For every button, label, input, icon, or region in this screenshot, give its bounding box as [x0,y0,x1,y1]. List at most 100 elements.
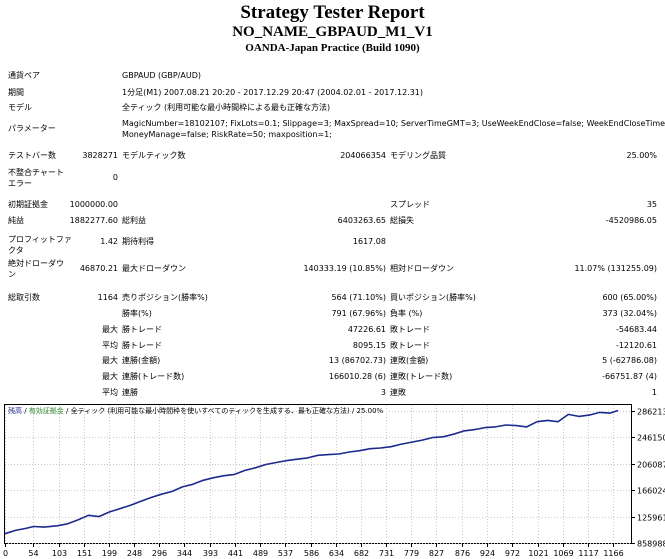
loss-pct-label: 負率 (%) [390,309,423,318]
short-positions-label: 売りポジション(勝率%) [122,293,208,302]
deposit-label: 初期証拠金 [8,200,48,209]
model-value: 全ティック (利用可能な最小時間枠による最も正確な方法) [122,103,331,112]
abs-drawdown-label-2: ン [8,270,16,279]
avg-win-value: 8095.15 [352,341,386,350]
symbol-value: GBPAUD (GBP/AUD) [122,71,201,80]
consec-lossamt-value: -66751.87 (4) [602,372,657,381]
balance-chart: 2862138 2461508 2060878 1660248 1259618 85898… [3,404,665,558]
largest-loss-label: 敗トレード [390,325,430,334]
avg-consec-wins-value: 3 [380,388,386,397]
x-tick-label: 0 [3,549,8,558]
x-tick-label: 924 [480,549,495,558]
rel-drawdown-label: 相対ドローダウン [390,264,454,273]
chart-series [4,409,619,535]
x-tick-label: 634 [329,549,344,558]
long-positions-value: 600 (65.00%) [602,293,657,302]
spread-label: スプレッド [390,200,430,209]
max-consec-label-2: 最大 [102,372,118,381]
period-value: 1分足(M1) 2007.08.21 20:20 - 2017.12.29 20… [122,88,424,97]
profit-factor-value: 1.42 [100,237,118,246]
gross-profit-label: 総利益 [122,216,146,225]
x-tick-label: 537 [278,549,293,558]
params-line-1: MagicNumber=18102107; FixLots=0.1; Slipp… [122,119,665,128]
gross-loss-value: -4520986.05 [605,216,657,225]
ticks-value: 204066354 [340,151,386,160]
max-consec-label-1: 最大 [102,356,118,365]
x-tick-label: 1166 [603,549,623,558]
bars-label: テストバー数 [8,151,56,160]
max-drawdown-value: 140333.19 (10.85%) [303,264,386,273]
expected-payoff-value: 1617.08 [352,237,386,246]
average-label: 平均 [102,341,118,350]
net-profit-value: 1882277.60 [69,216,118,225]
profit-factor-label-2: クタ [8,246,24,255]
chart-grid [5,405,631,544]
x-tick-label: 199 [102,549,117,558]
consec-loss-money-value: 5 (-62786.08) [602,356,657,365]
spread-value: 35 [646,200,657,209]
x-tick-label: 731 [379,549,394,558]
y-tick-label: 1660248 [637,487,665,496]
period-label: 期間 [8,88,24,97]
avg-consec-wins-label: 連勝 [122,388,138,397]
legend-quality: 25.00% [357,407,384,415]
mismatch-label-2: エラー [8,179,32,188]
total-trades-value: 1164 [97,293,118,302]
bars-value: 3828271 [82,151,118,160]
long-positions-label: 買いポジション(勝率%) [390,293,476,302]
chart-frame [4,404,632,544]
abs-drawdown-value: 46870.21 [79,264,118,273]
avg-loss-value: -12120.61 [615,341,657,350]
server-name: OANDA-Japan Practice (Build 1090) [245,42,420,54]
params-line-2: MoneyManage=false; RiskRate=50; maxposit… [122,130,332,139]
avg-consec-label: 平均 [102,388,118,397]
mismatch-value: 0 [112,173,118,182]
net-profit-label: 純益 [8,216,24,225]
x-tick-label: 248 [127,549,142,558]
y-tick-label: 1259618 [637,514,665,523]
report-subtitle: NO_NAME_GBPAUD_M1_V1 [232,24,433,40]
report-title: Strategy Tester Report [240,2,425,23]
y-tick-label: 2461508 [637,434,665,443]
gross-loss-label: 総損失 [390,216,414,225]
consec-wins-money-label: 連勝(金額) [122,356,161,365]
y-axis: 2862138 2461508 2060878 1660248 1259618 85898… [631,408,665,549]
expected-payoff-label: 期待利得 [122,237,154,246]
quality-value: 25.00% [626,151,657,160]
x-tick-label: 54 [28,549,38,558]
consec-wins-money-value: 13 (86702.73) [328,356,386,365]
symbol-label: 通貨ペア [8,71,40,80]
consec-loss-money-label: 連敗(金額) [390,356,429,365]
deposit-value: 1000000.00 [69,200,118,209]
consec-lossamt-label: 連敗(トレード数) [390,372,453,381]
abs-drawdown-label-1: 絶対ドローダウ [8,259,64,268]
x-tick-label: 876 [455,549,470,558]
rel-drawdown-value: 11.07% (131255.09) [574,264,657,273]
x-tick-label: 1069 [553,549,573,558]
consec-profit-value: 166010.28 (6) [328,372,386,381]
largest-label: 最大 [102,325,118,334]
max-drawdown-label: 最大ドローダウン [122,264,186,273]
avg-consec-loss-label: 連敗 [390,388,406,397]
ticks-label: モデルティック数 [122,151,186,160]
largest-win-label: 勝トレード [122,325,162,334]
legend-balance: 残高 [8,406,22,415]
chart-legend: 残高 / 有効証拠金 / 全ティック (利用可能な最小時間枠を使いすべてのティッ… [8,406,384,415]
params-label: パラメーター [8,124,56,133]
loss-pct-value: 373 (32.04%) [602,309,657,318]
win-pct-value: 791 (67.96%) [331,309,386,318]
x-tick-label: 296 [152,549,167,558]
short-positions-value: 564 (71.10%) [331,293,386,302]
x-tick-label: 344 [177,549,192,558]
largest-loss-value: -54683.44 [615,325,657,334]
avg-loss-label: 敗トレード [390,341,430,350]
x-tick-label: 827 [429,549,444,558]
total-trades-label: 総取引数 [8,293,40,302]
gross-profit-value: 6403263.65 [337,216,386,225]
avg-consec-loss-value: 1 [651,388,657,397]
x-tick-label: 1021 [528,549,548,558]
avg-win-label: 勝トレード [122,341,162,350]
y-tick-label: 858988 [637,540,665,549]
largest-win-value: 47226.61 [347,325,386,334]
x-tick-label: 393 [203,549,218,558]
